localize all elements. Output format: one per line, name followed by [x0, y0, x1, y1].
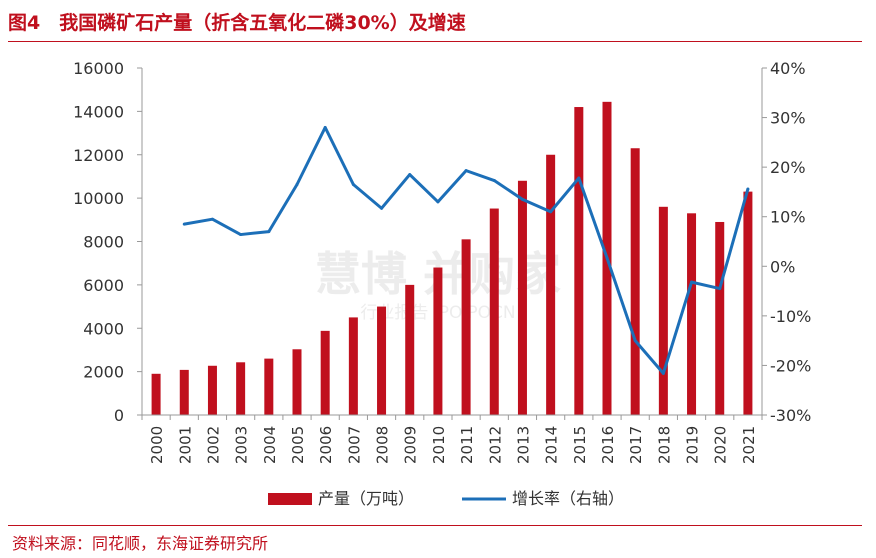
x-tick-label: 2018 — [655, 426, 673, 464]
legend-bar-label: 产量（万吨） — [318, 489, 414, 508]
axes: 0 2000 4000 6000 8000 10000 12000 14000 16000 -30… — [73, 59, 811, 464]
x-tick-label: 2002 — [204, 426, 222, 464]
line-series — [182, 125, 750, 375]
right-tick-label: 0% — [770, 257, 795, 276]
bar — [292, 349, 302, 415]
line-point — [718, 287, 722, 291]
x-tick-label: 2003 — [233, 426, 251, 464]
bar — [151, 373, 161, 415]
x-tick-label: 2017 — [627, 426, 645, 464]
bar — [236, 362, 246, 415]
footer-divider — [8, 525, 862, 526]
bar — [461, 239, 471, 415]
x-tick-label: 2011 — [458, 426, 476, 464]
chart: 慧博 并购家 行业报告 IPOIPOCN 0200040006000800010… — [73, 59, 811, 508]
line-point — [380, 206, 384, 210]
left-tick-label: 14000 — [73, 102, 124, 121]
left-tick-label: 16000 — [73, 59, 124, 78]
line-point — [182, 222, 186, 226]
x-tick-label: 2006 — [317, 426, 335, 464]
bar — [630, 148, 640, 415]
line-point — [746, 187, 750, 191]
x-tick-label: 2021 — [740, 426, 758, 464]
x-tick-label: 2012 — [486, 426, 504, 464]
x-tick-label: 2007 — [345, 426, 363, 464]
line-point — [408, 173, 412, 177]
bar — [179, 369, 189, 415]
line-point — [549, 210, 553, 214]
bar — [743, 191, 753, 415]
x-tick-label: 2016 — [599, 426, 617, 464]
right-tick-label: -20% — [770, 356, 811, 375]
line-point — [436, 200, 440, 204]
left-tick-label: 0 — [114, 406, 124, 425]
legend-bar-swatch — [268, 493, 312, 505]
line-point — [351, 182, 355, 186]
x-tick-label: 2019 — [684, 426, 702, 464]
left-tick-label: 4000 — [83, 319, 124, 338]
line-point — [633, 339, 637, 343]
line-point — [239, 233, 243, 237]
legend-line-label: 增长率（右轴） — [512, 489, 624, 508]
x-tick-label: 2000 — [148, 426, 166, 464]
bar — [489, 208, 499, 415]
legend: 产量（万吨） 增长率（右轴） — [268, 489, 624, 508]
bar — [377, 306, 387, 415]
right-tick-label: 30% — [770, 109, 806, 128]
right-tick-label: 10% — [770, 208, 806, 227]
title-divider — [8, 41, 862, 42]
bar — [546, 154, 556, 415]
bar — [687, 213, 697, 415]
right-tick-label: 20% — [770, 158, 806, 177]
bar — [433, 267, 443, 415]
bar — [715, 221, 725, 415]
left-tick-label: 8000 — [83, 233, 124, 252]
x-tick-label: 2009 — [402, 426, 420, 464]
bar — [207, 365, 217, 415]
bar — [517, 180, 527, 415]
x-tick-label: 2013 — [514, 426, 532, 464]
bar-series — [151, 101, 753, 416]
x-tick-label: 2008 — [374, 426, 392, 464]
line-point — [492, 179, 496, 183]
x-tick-label: 2004 — [261, 426, 279, 464]
left-tick-label: 6000 — [83, 276, 124, 295]
source-note: 资料来源：同花顺，东海证券研究所 — [12, 534, 269, 553]
bar — [658, 206, 668, 415]
x-tick-label: 2005 — [289, 426, 307, 464]
line-point — [267, 230, 271, 234]
right-tick-label: 40% — [770, 59, 806, 78]
line-point — [295, 182, 299, 186]
bar — [264, 358, 274, 415]
left-tick-label: 10000 — [73, 189, 124, 208]
line-point — [690, 280, 694, 284]
x-tick-label: 2014 — [543, 426, 561, 464]
x-tick-label: 2015 — [571, 426, 589, 464]
line-point — [605, 256, 609, 260]
left-tick-label: 12000 — [73, 146, 124, 165]
x-tick-label: 2020 — [712, 426, 730, 464]
left-tick-label: 2000 — [83, 363, 124, 382]
line-point — [210, 217, 214, 221]
line-point — [661, 371, 665, 375]
line-point — [323, 125, 327, 129]
line-point — [464, 169, 468, 173]
x-tick-label: 2001 — [176, 426, 194, 464]
right-tick-label: -30% — [770, 406, 811, 425]
x-tick-label: 2010 — [430, 426, 448, 464]
bar — [405, 284, 415, 415]
bar — [320, 330, 330, 415]
line-point — [520, 197, 524, 201]
chart-title: 图4 我国磷矿石产量（折含五氧化二磷30%）及增速 — [8, 12, 466, 34]
bar — [348, 317, 358, 415]
right-tick-label: -10% — [770, 307, 811, 326]
line-point — [577, 176, 581, 180]
bar — [574, 107, 584, 415]
